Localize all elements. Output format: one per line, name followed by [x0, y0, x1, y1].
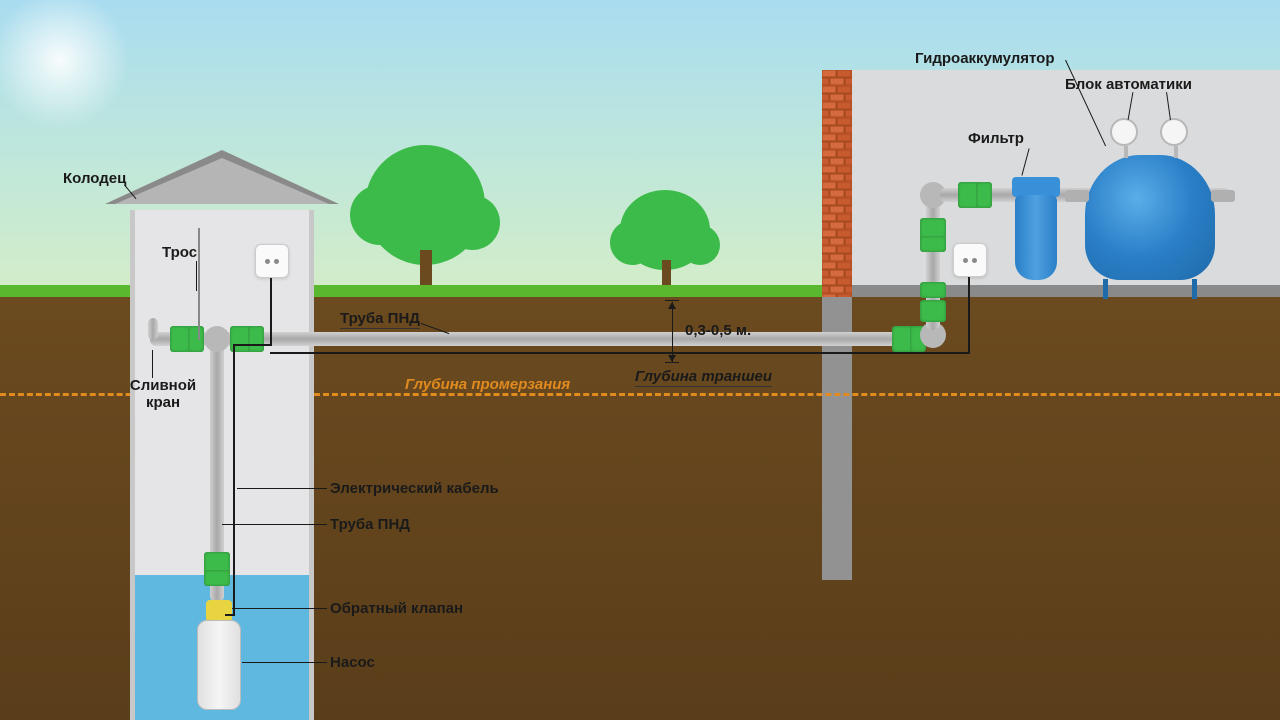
label-filter: Фильтр: [968, 130, 1024, 147]
label-trench-depth: Глубина траншеи: [635, 368, 772, 385]
building-floor: [852, 285, 1280, 297]
cable-main-run: [270, 352, 970, 354]
tee-joint: [204, 326, 230, 352]
label-trench-dim: 0,3-0,5 м.: [685, 322, 751, 339]
fitting-vert-1: [920, 300, 946, 322]
label-pump: Насос: [330, 654, 375, 671]
drain-spout: [148, 318, 158, 340]
fitting-vert-1b: [920, 282, 946, 298]
fitting-eq-1b: [976, 182, 992, 208]
check-valve: [206, 600, 232, 622]
cable-pump-in: [225, 614, 235, 616]
well-roof: [105, 150, 339, 210]
label-pnd-pipe: Труба ПНД: [340, 310, 420, 327]
gauge-1: [1110, 118, 1138, 146]
label-drain-valve: Сливной кран: [118, 378, 208, 411]
fitting-well-mid2: [204, 570, 230, 586]
label-rope: Трос: [162, 244, 197, 261]
label-accumulator: Гидроаккумулятор: [915, 50, 1055, 67]
socket-building: [953, 243, 987, 277]
socket-well: [255, 244, 289, 278]
label-elec-cable: Электрический кабель: [330, 480, 499, 497]
cable-well-down: [270, 278, 272, 346]
fitting-left-2: [188, 326, 204, 352]
label-frost-depth: Глубина промерзания: [405, 376, 570, 393]
diagram-stage: Колодец Трос Сливной кран Труба ПНД Глуб…: [0, 0, 1280, 720]
label-automation: Блок автоматики: [1065, 76, 1192, 93]
fitting-vert-2b: [920, 236, 946, 252]
cable-well-to-pump: [233, 344, 235, 616]
rope: [198, 228, 200, 340]
accumulator: [1085, 135, 1215, 283]
pump: [197, 620, 241, 710]
fitting-left-4: [248, 326, 264, 352]
label-well: Колодец: [63, 170, 126, 187]
gauge-2: [1160, 118, 1188, 146]
label-check-valve: Обратный клапан: [330, 600, 463, 617]
cable-well-h: [233, 344, 272, 346]
building-interior: [852, 70, 1280, 295]
label-pnd-pipe-2: Труба ПНД: [330, 516, 410, 533]
filter: [1015, 175, 1057, 280]
cable-bld-down: [968, 277, 970, 352]
